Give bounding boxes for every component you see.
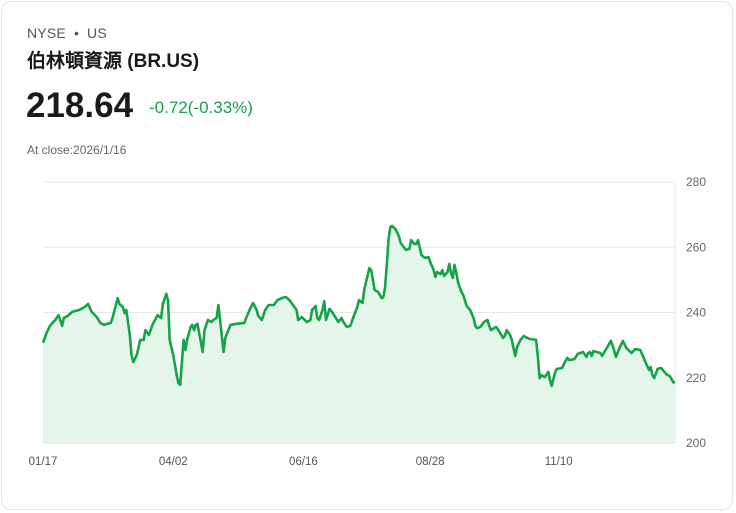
exchange-line: NYSE • US bbox=[27, 25, 107, 41]
y-tick-label: 220 bbox=[686, 371, 706, 385]
y-tick-label: 240 bbox=[686, 306, 706, 320]
close-time: At close:2026/1/16 bbox=[27, 143, 127, 157]
y-tick-label: 200 bbox=[686, 436, 706, 450]
stock-price: 218.64 bbox=[26, 86, 134, 125]
y-tick-label: 280 bbox=[686, 175, 706, 189]
price-change: -0.72(-0.33%) bbox=[149, 98, 253, 117]
x-tick-label: 01/17 bbox=[29, 456, 58, 468]
stock-name: 伯林頓資源 (BR.US) bbox=[27, 51, 200, 72]
exchange-name: NYSE bbox=[27, 25, 66, 41]
x-tick-label: 08/28 bbox=[416, 456, 445, 468]
x-tick-label: 11/10 bbox=[545, 456, 573, 468]
price-area bbox=[43, 226, 675, 443]
price-line bbox=[41, 224, 676, 388]
separator-dot: • bbox=[73, 25, 80, 41]
market-name: US bbox=[87, 25, 107, 41]
x-tick-label: 06/16 bbox=[289, 456, 318, 468]
x-tick-label: 04/02 bbox=[159, 456, 188, 468]
y-tick-label: 260 bbox=[686, 240, 706, 254]
